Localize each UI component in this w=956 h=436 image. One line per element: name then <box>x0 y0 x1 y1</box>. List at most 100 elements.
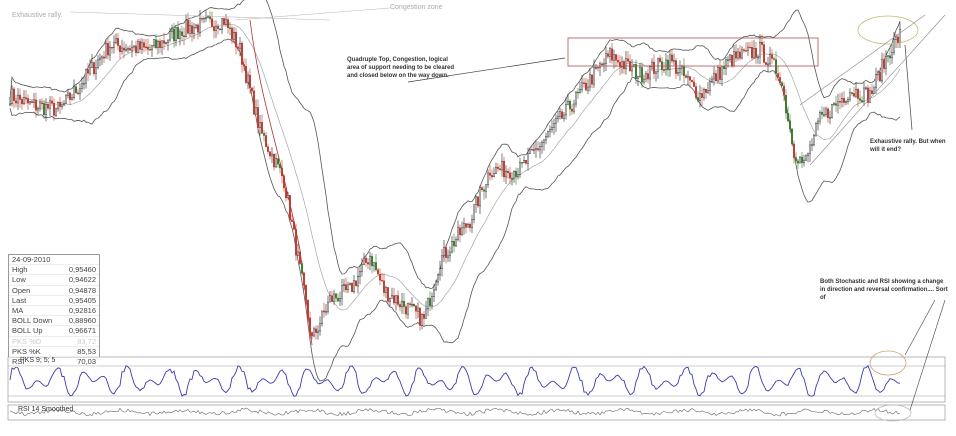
candle <box>619 61 622 68</box>
stochastic-label[interactable]: PKS 9; 5; 5 <box>20 357 56 364</box>
info-row: RSI 70,03 <box>9 356 99 368</box>
candle <box>531 149 534 151</box>
candle <box>657 58 660 73</box>
candle <box>677 72 680 74</box>
candle <box>751 47 754 59</box>
candle <box>787 112 790 121</box>
candle <box>182 35 185 37</box>
candle <box>403 300 406 307</box>
candle <box>829 117 832 119</box>
candle <box>345 284 348 291</box>
candle <box>705 88 708 93</box>
candle <box>72 86 75 98</box>
candle <box>212 26 215 31</box>
candle <box>573 103 576 112</box>
info-row: PKS %D 83,72 <box>9 337 99 347</box>
candle <box>517 174 520 177</box>
candle <box>667 59 670 70</box>
candle <box>311 332 314 337</box>
candle <box>120 47 123 53</box>
candle <box>8 103 11 106</box>
trend-line <box>809 14 946 166</box>
candle <box>383 280 386 293</box>
candle <box>359 271 362 277</box>
candle <box>489 172 492 176</box>
candle <box>124 48 127 51</box>
candle <box>757 56 760 59</box>
candle <box>244 65 247 83</box>
candle <box>25 97 28 99</box>
candle <box>581 82 584 90</box>
candle <box>509 172 512 179</box>
candle <box>495 166 498 174</box>
candle <box>803 159 806 164</box>
candle <box>723 66 726 70</box>
candle <box>134 45 137 53</box>
candle <box>285 187 288 199</box>
candle <box>220 18 223 30</box>
candle <box>279 163 282 169</box>
candle <box>391 295 394 299</box>
candle <box>329 295 332 303</box>
candle <box>365 257 368 263</box>
candle <box>745 50 748 52</box>
candle <box>837 101 840 106</box>
candle <box>210 18 213 27</box>
candle <box>17 94 20 104</box>
candle <box>142 42 145 48</box>
candle <box>206 16 209 18</box>
candle <box>267 146 270 152</box>
info-value: 0,95460 <box>68 265 96 275</box>
candle <box>565 104 568 116</box>
candle <box>27 98 30 104</box>
candle <box>593 67 596 85</box>
candle <box>202 17 205 20</box>
candle <box>783 85 786 96</box>
candle <box>283 175 286 189</box>
info-label: RSI <box>12 356 25 366</box>
candle <box>12 88 15 101</box>
candle <box>208 16 211 19</box>
annotation-exhaustive-rally-top: Exhaustive rally. <box>12 12 63 19</box>
candle <box>291 219 294 222</box>
candle <box>797 160 800 164</box>
candle <box>413 304 416 307</box>
info-label: Low <box>12 275 26 285</box>
candle <box>579 88 582 93</box>
candle <box>515 170 518 177</box>
candle <box>59 102 62 107</box>
candle <box>809 144 812 155</box>
info-value: 70,03 <box>77 356 96 366</box>
candle <box>551 127 554 130</box>
info-value: 0,95405 <box>68 295 96 305</box>
candle <box>733 51 736 67</box>
candle <box>767 63 770 66</box>
candle <box>154 39 157 48</box>
candle <box>671 54 674 62</box>
candle <box>567 101 570 105</box>
candle <box>419 307 422 326</box>
candle <box>683 66 686 76</box>
candle <box>793 143 796 158</box>
candle <box>275 158 278 168</box>
candle <box>148 49 151 51</box>
candle <box>867 87 870 103</box>
candle <box>407 303 410 315</box>
candle <box>583 82 586 85</box>
candle <box>805 155 808 161</box>
candle <box>577 91 580 94</box>
stoch-ellipse <box>869 350 907 376</box>
candle <box>269 151 272 157</box>
candle <box>713 73 716 80</box>
candle <box>180 31 183 36</box>
candle <box>184 20 187 37</box>
candle <box>453 241 456 247</box>
info-label: MA <box>12 305 24 315</box>
info-row: Open 0,94878 <box>9 286 99 296</box>
candle <box>897 36 900 43</box>
candle <box>663 69 666 71</box>
rsi-label[interactable]: RSI 14 Smoothed <box>18 406 74 413</box>
candle <box>607 53 610 57</box>
candle <box>895 36 898 40</box>
